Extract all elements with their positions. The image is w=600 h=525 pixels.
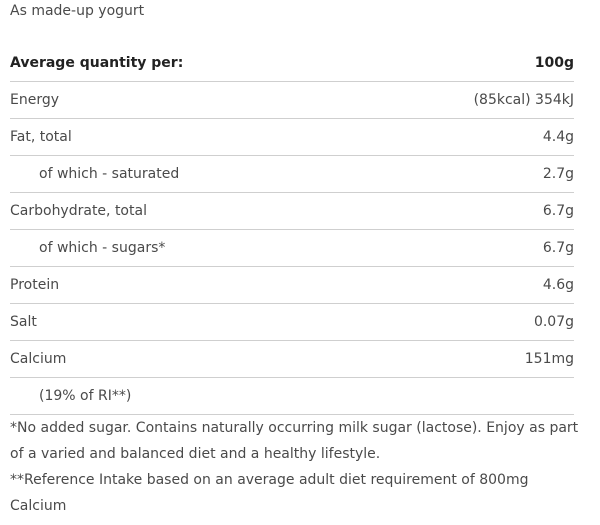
nutrition-row-sugars: of which - sugars* 6.7g — [10, 229, 574, 266]
nutrient-label: of which - saturated — [39, 166, 180, 182]
nutrition-row-salt: Salt 0.07g — [10, 303, 574, 340]
nutrition-row-carbohydrate: Carbohydrate, total 6.7g — [10, 192, 574, 229]
nutrient-value: 151mg — [524, 351, 574, 367]
nutrient-value: (85kcal) 354kJ — [473, 92, 574, 108]
nutrition-row-protein: Protein 4.6g — [10, 266, 574, 303]
header-value: 100g — [534, 54, 574, 71]
nutrition-row-calcium-ri: (19% of RI**) — [10, 377, 574, 415]
nutrition-row-energy: Energy (85kcal) 354kJ — [10, 81, 574, 118]
nutrient-value: 2.7g — [542, 166, 574, 182]
footnotes: *No added sugar. Contains naturally occu… — [10, 415, 580, 519]
nutrient-value: 6.7g — [542, 203, 574, 219]
nutrient-label: Carbohydrate, total — [10, 203, 147, 219]
header-label: Average quantity per: — [10, 54, 184, 71]
nutrient-value: 4.6g — [542, 277, 574, 293]
nutrient-value: 6.7g — [542, 240, 574, 256]
nutrient-label: Salt — [10, 314, 37, 330]
nutrition-header-row: Average quantity per: 100g — [10, 44, 574, 81]
nutrient-label: Energy — [10, 92, 60, 108]
nutrition-row-saturated: of which - saturated 2.7g — [10, 155, 574, 192]
nutrition-row-fat: Fat, total 4.4g — [10, 118, 574, 155]
nutrient-label: of which - sugars* — [39, 240, 166, 256]
nutrient-label: Protein — [10, 277, 60, 293]
nutrient-label: Fat, total — [10, 129, 72, 145]
nutrition-row-calcium: Calcium 151mg — [10, 340, 574, 377]
serving-note: As made-up yogurt — [10, 3, 145, 19]
nutrient-value: 0.07g — [533, 314, 574, 330]
nutrition-table: Average quantity per: 100g Energy (85kca… — [10, 44, 574, 415]
nutrient-value: 4.4g — [542, 129, 574, 145]
footnote-reference-intake: **Reference Intake based on an average a… — [10, 472, 529, 514]
footnote-sugar: *No added sugar. Contains naturally occu… — [10, 420, 579, 462]
nutrient-label: Calcium — [10, 351, 67, 367]
nutrient-label: (19% of RI**) — [39, 388, 132, 404]
